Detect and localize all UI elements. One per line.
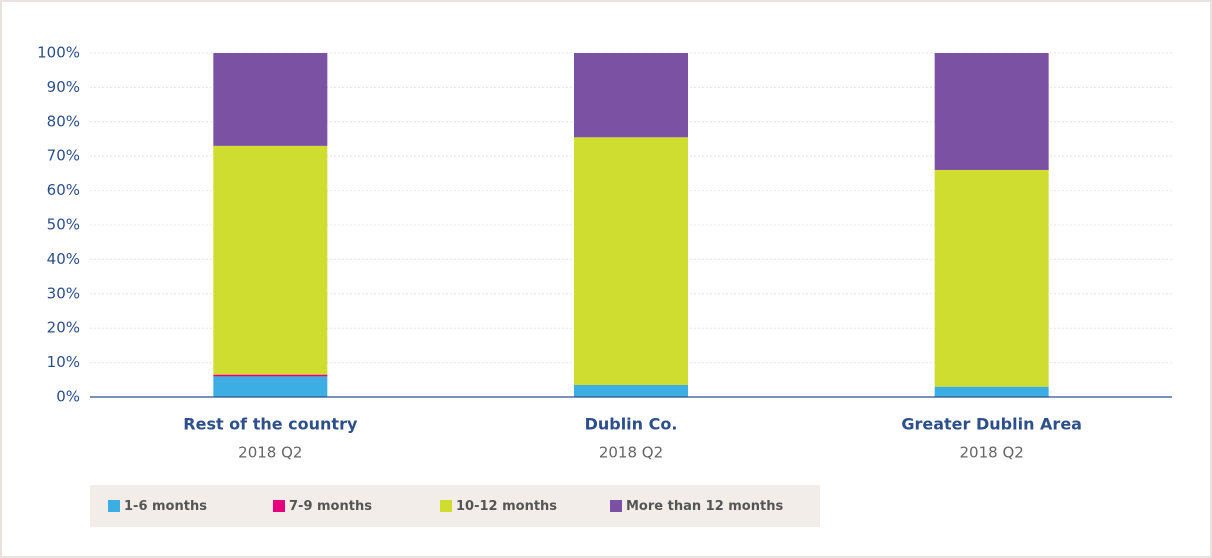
- y-tick-label: 50%: [47, 216, 80, 234]
- bar-segment: [574, 384, 688, 397]
- x-tick-sublabel: 2018 Q2: [599, 444, 663, 462]
- bar-segment: [934, 386, 1049, 397]
- legend-swatch: [108, 500, 120, 512]
- bar-segment: [934, 53, 1049, 170]
- legend-label: 7-9 months: [289, 499, 372, 514]
- y-tick-label: 60%: [47, 181, 80, 199]
- y-tick-label: 30%: [47, 284, 80, 302]
- x-tick-sublabel: 2018 Q2: [960, 444, 1024, 462]
- x-tick-label: Rest of the country: [183, 415, 358, 434]
- x-tick-label: Greater Dublin Area: [901, 415, 1082, 434]
- y-tick-label: 40%: [47, 250, 80, 268]
- x-tick-label: Dublin Co.: [585, 415, 678, 434]
- y-tick-label: 100%: [37, 44, 80, 62]
- y-tick-label: 80%: [47, 112, 80, 130]
- y-tick-label: 90%: [47, 78, 80, 96]
- legend-swatch: [610, 500, 622, 512]
- legend-box: [90, 485, 820, 527]
- y-tick-label: 10%: [47, 353, 80, 371]
- legend-label: 10-12 months: [456, 499, 557, 514]
- y-tick-label: 20%: [47, 319, 80, 337]
- legend-swatch: [440, 500, 452, 512]
- y-tick-label: 70%: [47, 147, 80, 165]
- bar-segment: [574, 137, 688, 385]
- bar-segment: [213, 376, 328, 397]
- bar-segment: [213, 53, 328, 146]
- y-tick-label: 0%: [56, 388, 80, 406]
- bar-segment: [934, 169, 1049, 387]
- bar-segment: [213, 145, 328, 375]
- bar-segment: [574, 53, 688, 138]
- x-tick-sublabel: 2018 Q2: [238, 444, 302, 462]
- legend-swatch: [273, 500, 285, 512]
- legend-label: More than 12 months: [626, 499, 783, 514]
- legend-label: 1-6 months: [124, 499, 207, 514]
- bar-segment: [213, 374, 328, 377]
